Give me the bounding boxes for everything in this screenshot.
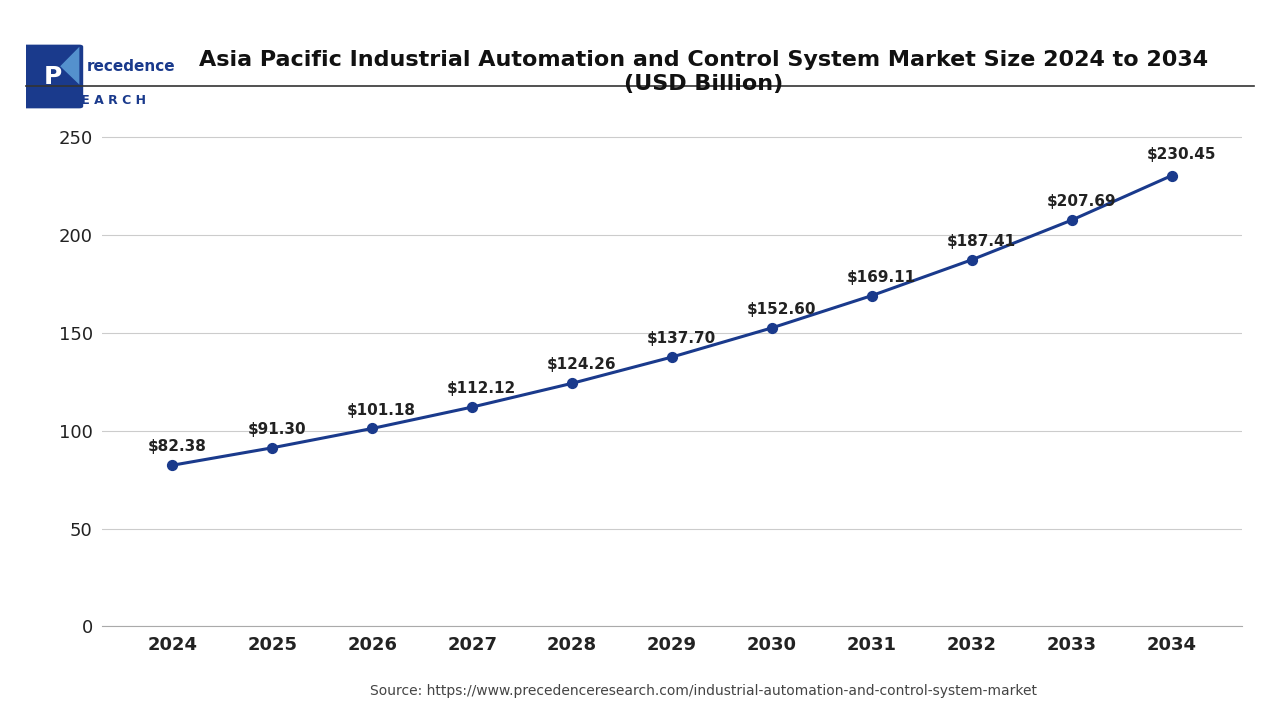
Text: $187.41: $187.41 <box>947 234 1016 249</box>
Point <box>1161 170 1181 181</box>
Point <box>163 459 183 471</box>
Text: $101.18: $101.18 <box>347 402 416 418</box>
Text: $124.26: $124.26 <box>547 357 617 372</box>
Text: $112.12: $112.12 <box>447 381 516 396</box>
Text: Asia Pacific Industrial Automation and Control System Market Size 2024 to 2034
(: Asia Pacific Industrial Automation and C… <box>200 50 1208 94</box>
FancyBboxPatch shape <box>22 45 83 108</box>
Text: recedence: recedence <box>87 59 175 73</box>
Point <box>462 401 483 413</box>
Polygon shape <box>60 47 79 85</box>
Point <box>1061 215 1082 226</box>
Text: $207.69: $207.69 <box>1047 194 1116 210</box>
Point <box>961 254 982 266</box>
Text: $82.38: $82.38 <box>147 439 206 454</box>
Text: $137.70: $137.70 <box>646 331 717 346</box>
Point <box>362 423 383 434</box>
Text: $91.30: $91.30 <box>247 422 306 437</box>
Text: R E S E A R C H: R E S E A R C H <box>41 94 146 107</box>
Text: $152.60: $152.60 <box>748 302 817 317</box>
Point <box>861 290 882 302</box>
Text: Source: https://www.precedenceresearch.com/industrial-automation-and-control-sys: Source: https://www.precedenceresearch.c… <box>370 685 1038 698</box>
Point <box>662 351 682 363</box>
Point <box>262 442 283 454</box>
Point <box>562 377 582 389</box>
Text: P: P <box>44 65 61 89</box>
Text: $169.11: $169.11 <box>847 270 916 284</box>
Text: $230.45: $230.45 <box>1147 147 1216 162</box>
Point <box>762 322 782 333</box>
